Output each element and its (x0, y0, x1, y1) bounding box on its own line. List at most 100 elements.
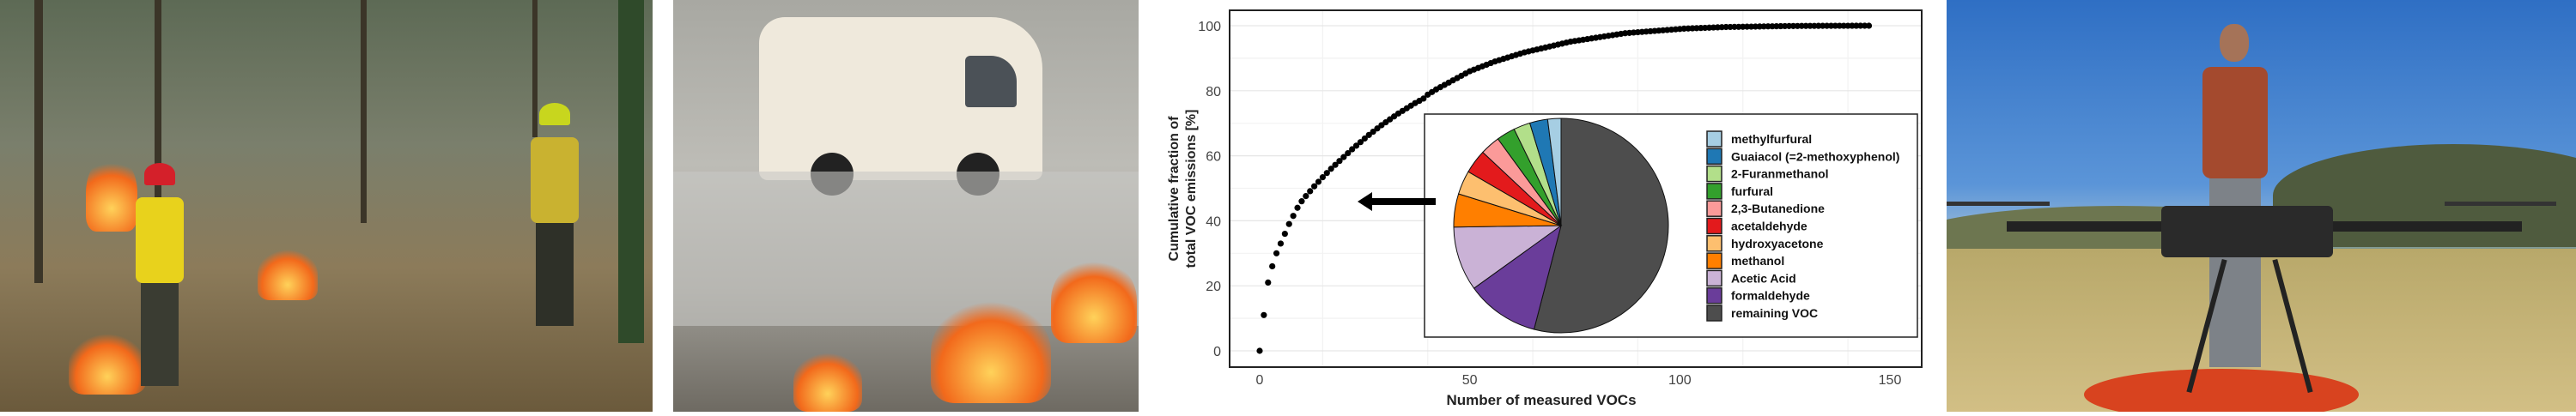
x-tick-labels: 0 50 100 150 (1256, 373, 1902, 388)
tree-trunk (361, 0, 367, 223)
photo-firefighters-prescribed-burn (0, 0, 653, 412)
data-point (1349, 146, 1356, 153)
legend-swatch (1706, 304, 1722, 322)
tree-trunk (155, 0, 161, 257)
y-axis-label: Cumulative fraction of total VOC emissio… (1167, 110, 1199, 268)
data-point (1345, 149, 1352, 157)
x-tick-label: 150 (1879, 373, 1902, 388)
legend-swatch (1706, 200, 1722, 217)
y-axis-label-line2: total VOC emissions [%] (1184, 110, 1199, 268)
x-tick-label: 50 (1462, 373, 1478, 388)
legend-label: Guaiacol (=2-methoxyphenol) (1731, 149, 1899, 163)
data-point (1315, 178, 1322, 185)
x-tick-label: 0 (1256, 373, 1264, 388)
x-tick-label: 100 (1668, 373, 1692, 388)
tree-trunk (618, 0, 644, 343)
fire-flame (931, 300, 1051, 403)
data-point (1340, 154, 1347, 160)
legend-swatch (1706, 217, 1722, 235)
legend-swatch (1706, 252, 1722, 269)
fire-flame (258, 249, 318, 300)
legend-swatch (1706, 235, 1722, 252)
data-point (1261, 311, 1267, 318)
photo-drone-sampling (1947, 0, 2576, 412)
fire-flame (1051, 257, 1137, 343)
firefighter (524, 103, 584, 326)
fire-flame (793, 352, 862, 412)
data-point (1311, 183, 1318, 190)
chart-svg: 0 20 40 60 80 100 0 50 100 150 Number of measure… (1167, 9, 1923, 408)
legend-label: methylfurfural (1731, 132, 1812, 146)
legend-label: methanol (1731, 254, 1784, 268)
y-axis-label-line1: Cumulative fraction of (1167, 116, 1182, 262)
data-point (1319, 174, 1326, 181)
pie-slice (1453, 225, 1563, 289)
data-points (1256, 22, 1873, 354)
firefighter (129, 163, 189, 386)
drone-propeller (2445, 202, 2556, 206)
fire-flame (69, 335, 146, 395)
y-tick-labels: 0 20 40 60 80 100 (1198, 20, 1221, 359)
arrow-icon (1358, 192, 1436, 211)
data-point (1865, 22, 1873, 29)
pie-slice (1533, 118, 1669, 334)
data-point (1327, 166, 1334, 172)
measurement-van (759, 17, 1042, 196)
data-point (1303, 192, 1309, 200)
legend-swatch (1706, 286, 1722, 304)
data-point (1370, 128, 1376, 136)
x-axis-label: Number of measured VOCs (1446, 392, 1636, 408)
data-point (1298, 198, 1305, 205)
pie-legend: methylfurfural Guaiacol (=2-methoxyphenol… (1706, 130, 1899, 322)
data-point (1265, 279, 1272, 286)
legend-label: formaldehyde (1731, 289, 1810, 303)
legend-label: hydroxyacetone (1731, 237, 1824, 250)
data-point (1323, 170, 1330, 177)
legend-label: 2,3-Butanedione (1731, 202, 1825, 215)
cumulative-voc-chart: 0 20 40 60 80 100 0 50 100 150 Number of measure… (1151, 0, 1923, 412)
legend-label: Acetic Acid (1731, 271, 1796, 285)
data-point (1273, 250, 1280, 256)
data-point (1307, 188, 1314, 195)
data-point (1290, 213, 1297, 220)
legend-label: acetaldehyde (1731, 220, 1807, 233)
pie-slice (1473, 224, 1562, 330)
drone-body (2161, 206, 2333, 257)
fire-flame (86, 154, 137, 232)
y-tick-label: 100 (1198, 20, 1221, 34)
data-point (1352, 142, 1360, 149)
data-point (1294, 204, 1301, 211)
legend-label: remaining VOC (1731, 306, 1818, 320)
landing-pad (2084, 369, 2359, 412)
legend-swatch (1706, 148, 1722, 166)
pie-chart (1453, 118, 1669, 334)
legend-swatch (1706, 269, 1722, 287)
data-point (1269, 262, 1276, 270)
tree-trunk (34, 0, 43, 283)
tree-trunk (532, 0, 538, 137)
y-tick-label: 60 (1206, 150, 1221, 165)
data-point (1361, 135, 1368, 142)
legend-label: 2-Furanmethanol (1731, 167, 1829, 181)
data-point (1336, 158, 1343, 165)
y-tick-label: 0 (1213, 345, 1221, 359)
data-point (1420, 95, 1427, 102)
legend-swatch (1706, 130, 1722, 148)
data-point (1374, 125, 1381, 132)
legend-swatch (1706, 165, 1722, 183)
data-point (1357, 139, 1364, 146)
data-point (1332, 161, 1339, 168)
data-point (1277, 240, 1285, 247)
photo-measurement-van-smoke (673, 0, 1139, 412)
y-tick-label: 40 (1206, 214, 1221, 229)
y-tick-label: 80 (1206, 85, 1221, 99)
y-tick-label: 20 (1206, 280, 1221, 294)
data-point (1365, 131, 1372, 138)
drone-propeller (1947, 202, 2050, 206)
data-point (1256, 347, 1263, 354)
data-point (1281, 230, 1288, 238)
pie-slice (1546, 118, 1562, 226)
legend-swatch (1706, 183, 1722, 200)
legend-label: furfural (1731, 184, 1773, 198)
data-point (1285, 220, 1292, 227)
